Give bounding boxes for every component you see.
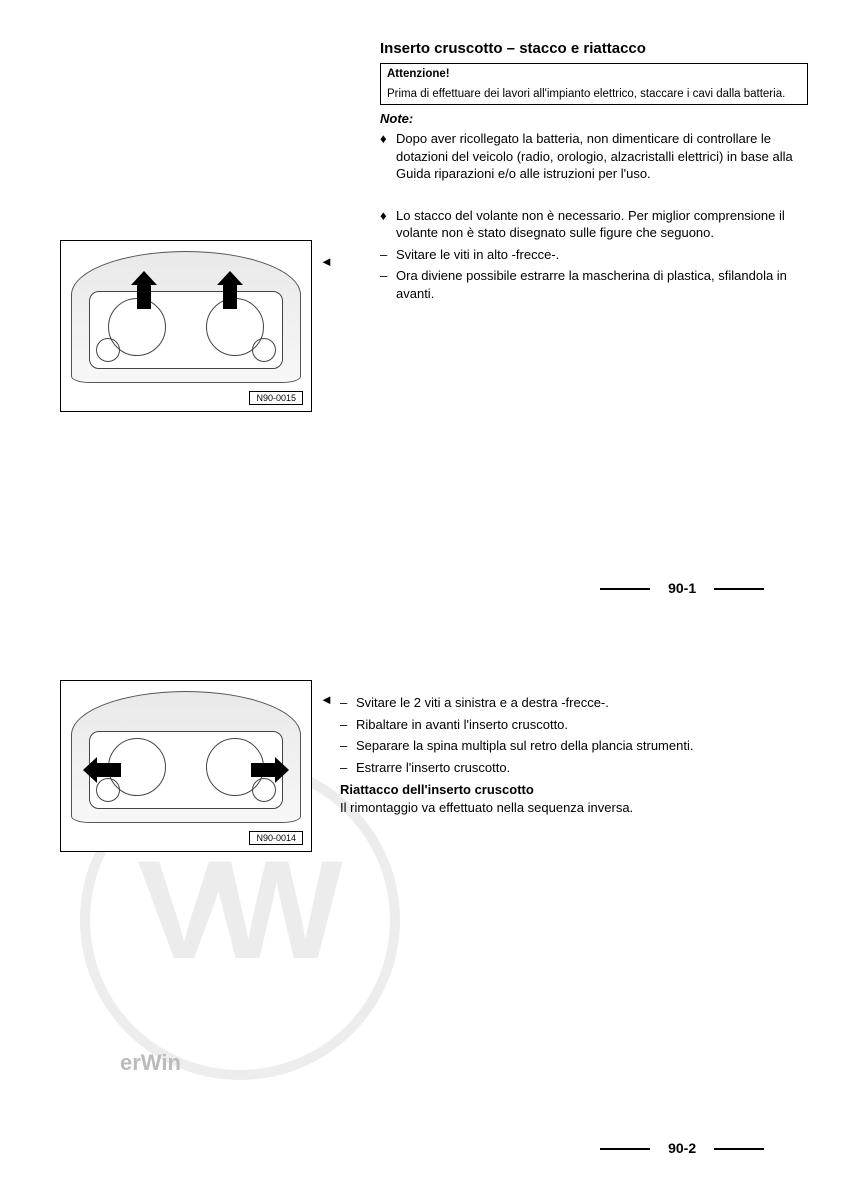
divider-icon (714, 588, 764, 590)
page-number: 90-2 (586, 1140, 778, 1156)
page-number-text: 90-1 (668, 580, 696, 596)
gauge-small-right (252, 338, 276, 362)
divider-icon (714, 1148, 764, 1150)
erwin-watermark: erWin (120, 1050, 181, 1076)
gauge-small-left (96, 338, 120, 362)
instruction-text: Svitare le viti in alto -frecce-. (396, 246, 559, 264)
instruction-text: Svitare le 2 viti a sinistra e a destra … (356, 694, 609, 712)
instruction-text: Ora diviene possibile estrarre la masche… (396, 267, 808, 302)
arrow-up-icon (137, 283, 151, 309)
pointer-icon: ◄ (320, 254, 333, 269)
instruction-text: Lo stacco del volante non è necessario. … (396, 207, 808, 242)
section-title: Inserto cruscotto – stacco e riattacco (380, 40, 808, 57)
subheading: Riattacco dell'inserto cruscotto (340, 782, 808, 797)
instruction-step: – Ora diviene possibile estrarre la masc… (380, 267, 808, 302)
figure-1: N90-0015 (60, 240, 312, 412)
divider-icon (600, 588, 650, 590)
bullet-icon: ♦ (380, 130, 396, 183)
instruction-text: Separare la spina multipla sul retro del… (356, 737, 693, 755)
bullet-icon: ♦ (380, 207, 396, 242)
instruction-bullet: ♦ Lo stacco del volante non è necessario… (380, 207, 808, 242)
dash-icon: – (340, 694, 356, 712)
arrow-up-icon (223, 283, 237, 309)
page-number: 90-1 (586, 580, 778, 596)
instruction-step: – Svitare le 2 viti a sinistra e a destr… (340, 694, 808, 712)
note-label: Note: (380, 111, 808, 126)
instruction-text: Estrarre l'inserto cruscotto. (356, 759, 510, 777)
warning-box: Attenzione! Prima di effettuare dei lavo… (380, 63, 808, 105)
body-text: Il rimontaggio va effettuato nella seque… (340, 799, 808, 817)
dash-icon: – (380, 246, 396, 264)
instruction-step: – Svitare le viti in alto -frecce-. (380, 246, 808, 264)
instruction-step: – Ribaltare in avanti l'inserto cruscott… (340, 716, 808, 734)
warning-text: Prima di effettuare dei lavori all'impia… (387, 88, 801, 100)
instruction-step: – Estrarre l'inserto cruscotto. (340, 759, 808, 777)
warning-heading: Attenzione! (387, 68, 801, 80)
divider-icon (600, 1148, 650, 1150)
instruction-step: – Separare la spina multipla sul retro d… (340, 737, 808, 755)
figure-cluster (89, 291, 283, 369)
figure-id-label: N90-0014 (249, 831, 303, 845)
dash-icon: – (340, 737, 356, 755)
dash-icon: – (340, 716, 356, 734)
dash-icon: – (340, 759, 356, 777)
dash-icon: – (380, 267, 396, 302)
figure-id-label: N90-0015 (249, 391, 303, 405)
note-bullet: ♦ Dopo aver ricollegato la batteria, non… (380, 130, 808, 183)
instruction-text: Ribaltare in avanti l'inserto cruscotto. (356, 716, 568, 734)
note-bullet-text: Dopo aver ricollegato la batteria, non d… (396, 130, 808, 183)
page-number-text: 90-2 (668, 1140, 696, 1156)
